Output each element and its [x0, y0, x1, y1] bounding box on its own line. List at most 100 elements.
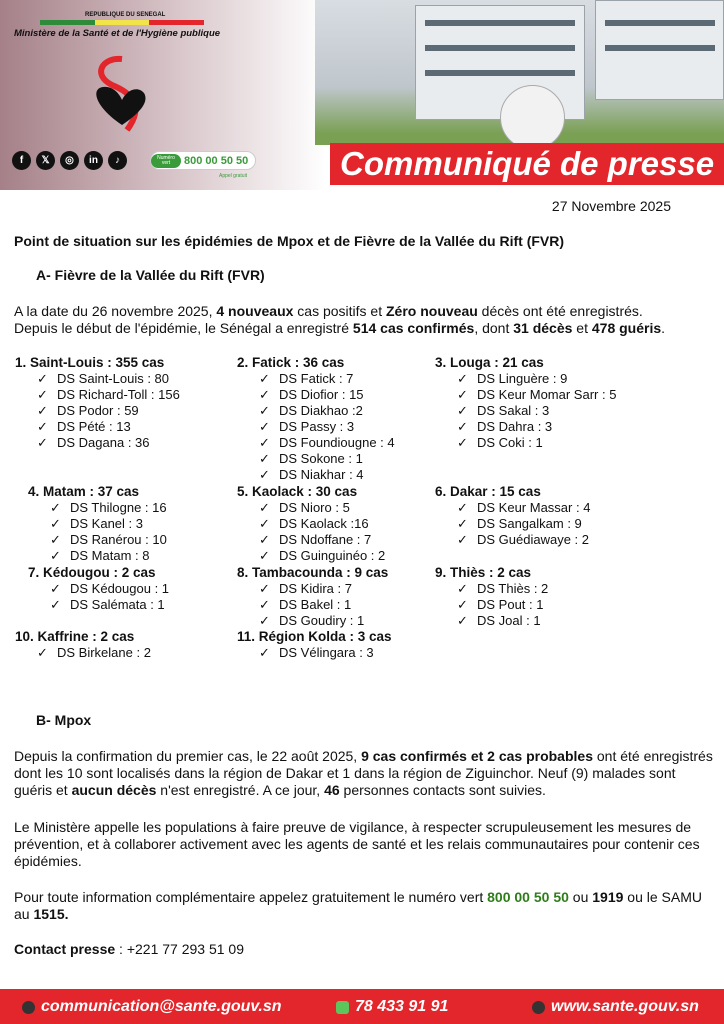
facebook-icon[interactable]: f	[12, 151, 31, 170]
mpox-paragraph: Depuis la confirmation du premier cas, l…	[14, 748, 714, 799]
check-icon: ✓	[259, 645, 270, 660]
district-item: ✓ DS Matam : 8	[28, 548, 167, 564]
region-group: 7. Kédougou : 2 cas ✓ DS Kédougou : 1 ✓ DS S…	[28, 565, 169, 613]
district-item: ✓ DS Foundiougne : 4	[237, 435, 395, 451]
district-item: ✓ DS Saint-Louis : 80	[15, 371, 180, 387]
check-icon: ✓	[457, 419, 468, 434]
region-title: 3. Louga : 21 cas	[435, 355, 544, 370]
date: 27 Novembre 2025	[551, 198, 671, 214]
district-item: ✓ DS Fatick : 7	[237, 371, 395, 387]
district-label: DS Diofior : 15	[279, 387, 364, 402]
senegal-flag	[40, 20, 205, 25]
check-icon: ✓	[37, 419, 48, 434]
check-icon: ✓	[259, 371, 270, 386]
check-icon: ✓	[50, 500, 61, 515]
check-icon: ✓	[259, 403, 270, 418]
district-label: DS Birkelane : 2	[57, 645, 151, 660]
district-item: ✓ DS Guédiawaye : 2	[435, 532, 590, 548]
district-label: DS Matam : 8	[70, 548, 150, 563]
region-title: 6. Dakar : 15 cas	[435, 484, 541, 499]
text-segment: 9 cas confirmés et 2 cas probables	[361, 748, 593, 764]
check-icon: ✓	[457, 387, 468, 402]
footer-email[interactable]: communication@sante.gouv.sn	[41, 998, 282, 1015]
district-label: DS Thiès : 2	[477, 581, 549, 596]
tiktok-icon[interactable]: ♪	[108, 151, 127, 170]
district-label: DS Nioro : 5	[279, 500, 350, 515]
region-group: 9. Thiès : 2 cas ✓ DS Thiès : 2 ✓ DS Pout : …	[435, 565, 548, 629]
district-item: ✓ DS Vélingara : 3	[237, 645, 392, 661]
region-group: 2. Fatick : 36 cas ✓ DS Fatick : 7 ✓ DS Diof…	[237, 355, 395, 483]
footer: communication@sante.gouv.sn 78 433 91 91…	[0, 989, 724, 1024]
district-label: DS Thilogne : 16	[70, 500, 167, 515]
district-label: DS Fatick : 7	[279, 371, 354, 386]
section-a-heading: A- Fièvre de la Vallée du Rift (FVR)	[36, 267, 265, 283]
check-icon: ✓	[259, 467, 270, 482]
district-item: ✓ DS Passy : 3	[237, 419, 395, 435]
whatsapp-icon	[336, 1000, 349, 1014]
check-icon: ✓	[259, 597, 270, 612]
check-icon: ✓	[457, 500, 468, 515]
district-label: DS Goudiry : 1	[279, 613, 365, 628]
text-segment: , dont	[474, 320, 514, 336]
linkedin-icon[interactable]: in	[84, 151, 103, 170]
text-segment: Depuis la confirmation du premier cas, l…	[14, 748, 362, 764]
district-label: DS Dagana : 36	[57, 435, 150, 450]
district-label: DS Foundiougne : 4	[279, 435, 395, 450]
text-segment: .	[661, 320, 666, 336]
district-label: DS Dahra : 3	[477, 419, 553, 434]
x-icon[interactable]: 𝕏	[36, 151, 55, 170]
text-segment: ou le SAMU au	[14, 889, 702, 922]
check-icon: ✓	[259, 500, 270, 515]
check-icon: ✓	[50, 548, 61, 563]
district-item: ✓ DS Salémata : 1	[28, 597, 169, 613]
region-group: 4. Matam : 37 cas ✓ DS Thilogne : 16 ✓ DS Ka…	[28, 484, 167, 564]
check-icon: ✓	[259, 387, 270, 402]
district-label: DS Keur Momar Sarr : 5	[477, 387, 617, 402]
check-icon: ✓	[457, 581, 468, 596]
fvr-paragraph-2: Depuis le début de l'épidémie, le Sénéga…	[14, 320, 724, 337]
district-item: ✓ DS Podor : 59	[15, 403, 180, 419]
district-label: DS Guédiawaye : 2	[477, 532, 590, 547]
footer-website[interactable]: www.sante.gouv.sn	[551, 998, 699, 1015]
footer-whatsapp[interactable]: 78 433 91 91	[355, 998, 449, 1015]
district-item: ✓ DS Pété : 13	[15, 419, 180, 435]
page-title: Point de situation sur les épidémies de …	[14, 233, 565, 249]
section-b-heading: B- Mpox	[36, 712, 92, 728]
text-segment: cas positifs et	[293, 303, 386, 319]
region-title: 1. Saint-Louis : 355 cas	[15, 355, 165, 370]
district-label: DS Niakhar : 4	[279, 467, 364, 482]
text-segment: 514 cas confirmés	[352, 320, 475, 336]
instagram-icon[interactable]: ◎	[60, 151, 79, 170]
district-item: ✓ DS Richard-Toll : 156	[15, 387, 180, 403]
district-item: ✓ DS Guinguinéo : 2	[237, 548, 385, 564]
text-segment: ont été enregistrés dont les 10 sont loc…	[14, 748, 713, 798]
district-label: DS Saint-Louis : 80	[57, 371, 170, 386]
check-icon: ✓	[457, 371, 468, 386]
region-group: 1. Saint-Louis : 355 cas ✓ DS Saint-Louis …	[15, 355, 180, 451]
district-item: ✓ DS Sakal : 3	[435, 403, 616, 419]
building-photo	[315, 0, 724, 145]
check-icon: ✓	[37, 645, 48, 660]
info-paragraph: Pour toute information complémentaire ap…	[14, 889, 719, 923]
district-item: ✓ DS Dahra : 3	[435, 419, 616, 435]
district-item: ✓ DS Pout : 1	[435, 597, 548, 613]
district-label: DS Ndoffane : 7	[279, 532, 372, 547]
district-item: ✓ DS Coki : 1	[435, 435, 616, 451]
district-label: DS Bakel : 1	[279, 597, 352, 612]
district-label: DS Diakhao :2	[279, 403, 363, 418]
check-icon: ✓	[259, 451, 270, 466]
district-label: DS Passy : 3	[279, 419, 355, 434]
text-segment: aucun décès	[71, 782, 157, 798]
text-segment: 1515.	[33, 906, 69, 922]
region-title: 11. Région Kolda : 3 cas	[237, 629, 392, 644]
press-contact: Contact presse : +221 77 293 51 09	[14, 941, 244, 958]
numero-vert-number: 800 00 50 50	[184, 154, 249, 167]
check-icon: ✓	[50, 532, 61, 547]
text-segment: 478 guéris	[591, 320, 662, 336]
district-item: ✓ DS Birkelane : 2	[15, 645, 151, 661]
district-item: ✓ DS Ndoffane : 7	[237, 532, 385, 548]
text-segment: Zéro nouveau	[386, 303, 478, 319]
district-item: ✓ DS Sokone : 1	[237, 451, 395, 467]
check-icon: ✓	[259, 613, 270, 628]
text-segment: personnes contacts sont suivies.	[339, 782, 546, 798]
